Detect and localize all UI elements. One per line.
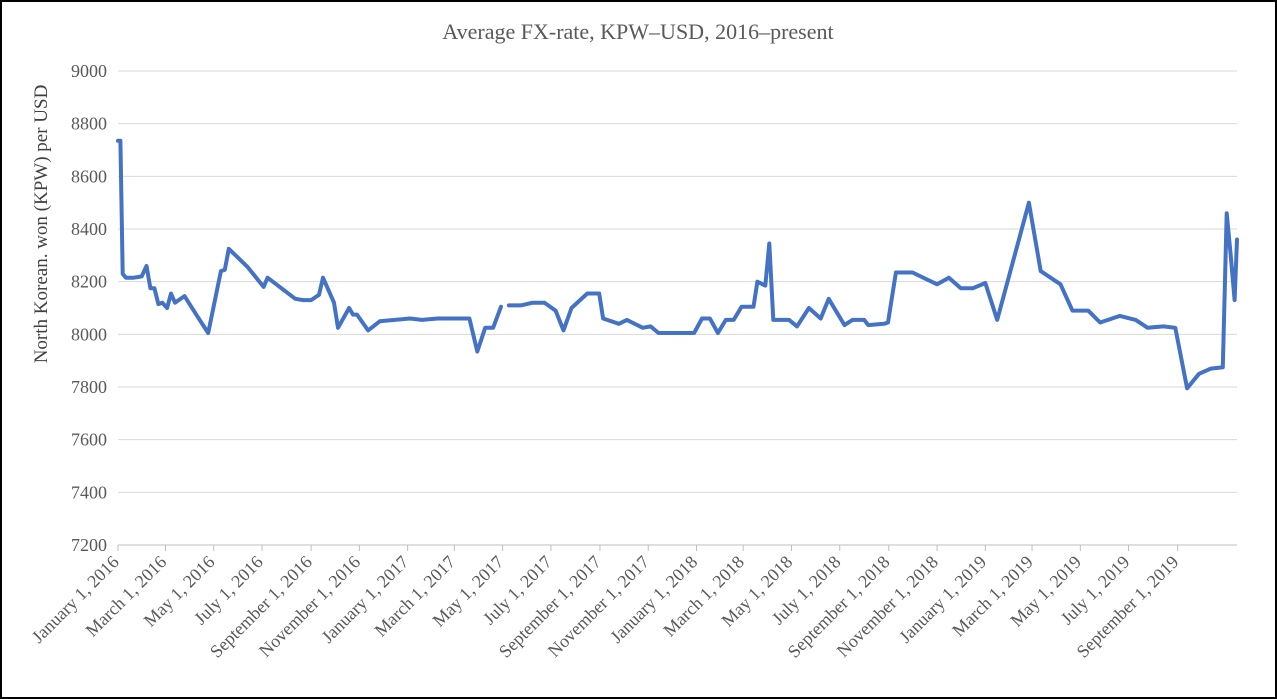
y-tick-label: 7600 — [71, 430, 107, 450]
y-tick-label: 8800 — [71, 114, 107, 134]
y-tick-label: 9000 — [71, 61, 107, 81]
series-line — [116, 138, 503, 354]
y-tick-label: 7400 — [71, 482, 107, 502]
y-tick-label: 8600 — [71, 166, 107, 186]
y-tick-label: 7200 — [71, 535, 107, 555]
chart-title: Average FX-rate, KPW–USD, 2016–present — [442, 19, 833, 44]
y-axis-label: North Korean. won (KPW) per USD — [31, 85, 52, 364]
series-layer — [116, 138, 1239, 391]
gridlines — [118, 70, 1237, 546]
y-tick-label: 7800 — [71, 377, 107, 397]
series-line — [506, 200, 1239, 391]
y-tick-label: 8000 — [71, 324, 107, 344]
y-tick-label: 8200 — [71, 272, 107, 292]
y-tick-label: 8400 — [71, 219, 107, 239]
y-axis-ticks: 7200 7400 7600 7800 8000 8200 8400 8600 8800 9000 — [71, 61, 107, 555]
